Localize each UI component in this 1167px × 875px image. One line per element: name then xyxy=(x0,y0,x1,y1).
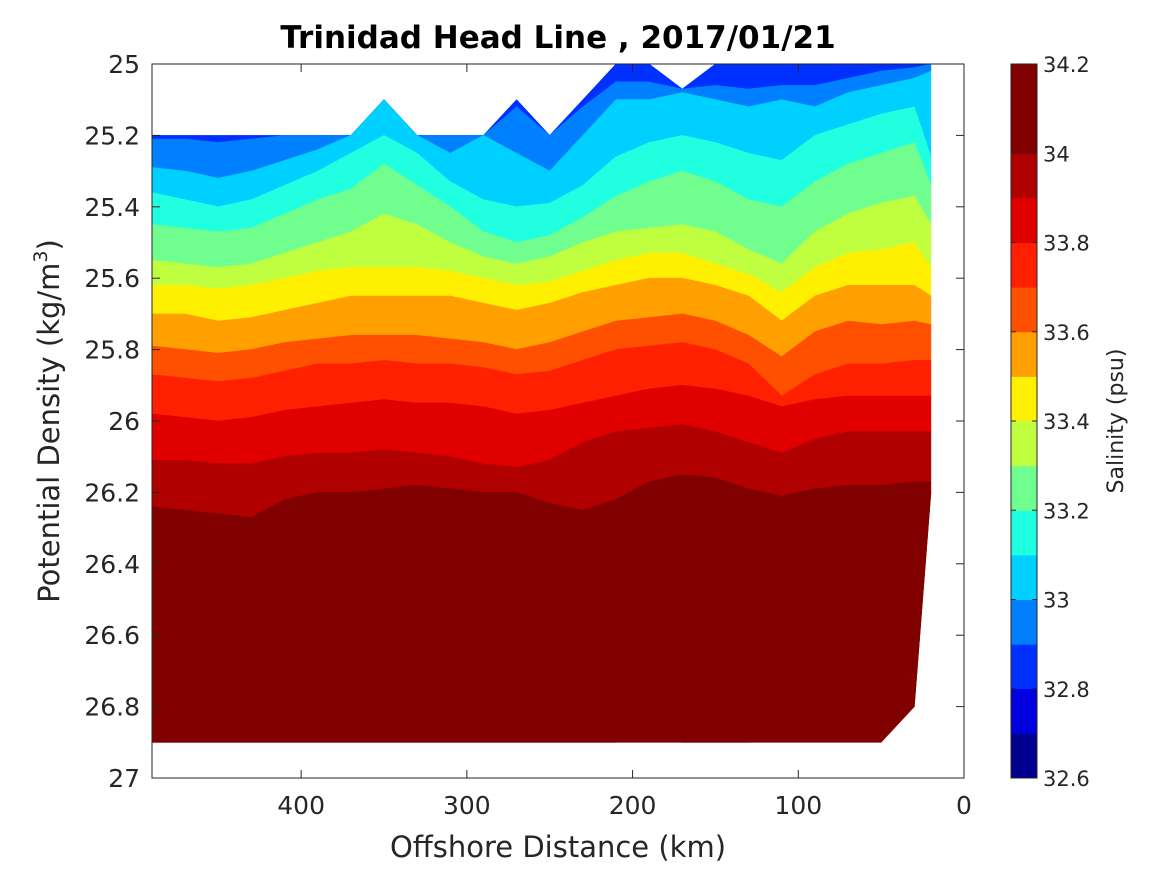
y-tick-label: 25 xyxy=(108,50,140,79)
y-axis: 25 25.2 25.4 25.6 25.8 26 26.2 26.4 26.6 26.8 27 xyxy=(84,50,964,793)
y-tick-label: 27 xyxy=(108,764,140,793)
x-tick-label: 200 xyxy=(609,791,657,820)
colorbar-tick-label: 34.2 xyxy=(1043,53,1090,77)
colorbar-tick-label: 32.8 xyxy=(1043,678,1090,702)
colorbar-tick-label: 32.6 xyxy=(1043,767,1090,791)
x-tick-label: 0 xyxy=(956,791,972,820)
colorbar-swatch xyxy=(1011,599,1037,645)
colorbar-tick-label: 33.6 xyxy=(1043,321,1090,345)
x-tick-label: 100 xyxy=(774,791,822,820)
colorbar-tick-label: 33.8 xyxy=(1043,232,1090,256)
colorbar-ticks: 32.6 32.8 33 33.2 33.4 33.6 33.8 34 34.2 xyxy=(1011,53,1090,791)
colorbar-swatch xyxy=(1011,64,1037,110)
colorbar-swatch xyxy=(1011,465,1037,511)
colorbar-swatch xyxy=(1011,644,1037,690)
y-axis-label-main: Potential Density (kg/m xyxy=(32,263,66,603)
x-tick-label: 400 xyxy=(277,791,325,820)
colorbar-swatch xyxy=(1011,376,1037,422)
colorbar-swatch xyxy=(1011,153,1037,199)
y-tick-label: 26.4 xyxy=(84,550,140,579)
y-tick-label: 25.2 xyxy=(84,121,140,150)
y-tick-label: 25.6 xyxy=(84,264,140,293)
y-tick-label: 25.8 xyxy=(84,336,140,365)
colorbar-swatch xyxy=(1011,331,1037,377)
x-tick-label: 300 xyxy=(443,791,491,820)
x-axis-label: Offshore Distance (km) xyxy=(390,830,726,864)
contour-band-max xyxy=(152,492,932,743)
colorbar xyxy=(1011,64,1037,779)
colorbar-tick-label: 33.4 xyxy=(1043,410,1090,434)
colorbar-swatch xyxy=(1011,108,1037,154)
colorbar-swatch xyxy=(1011,554,1037,600)
y-tick-label: 26 xyxy=(108,407,140,436)
y-axis-label-superscript: 3 xyxy=(30,250,52,262)
colorbar-swatch xyxy=(1011,197,1037,243)
colorbar-swatch xyxy=(1011,242,1037,288)
y-tick-label: 25.4 xyxy=(84,193,140,222)
chart-title: Trinidad Head Line , 2017/01/21 xyxy=(280,20,835,56)
colorbar-label: Salinity (psu) xyxy=(1104,349,1129,494)
y-tick-label: 26.2 xyxy=(84,478,140,507)
y-axis-label: Potential Density (kg/m3) xyxy=(30,239,66,603)
y-tick-label: 26.6 xyxy=(84,621,140,650)
colorbar-swatch xyxy=(1011,688,1037,734)
colorbar-tick-label: 34 xyxy=(1043,142,1070,166)
colorbar-swatch xyxy=(1011,733,1037,779)
y-tick-label: 26.8 xyxy=(84,693,140,722)
contour-layer xyxy=(152,64,932,743)
colorbar-swatch xyxy=(1011,421,1037,467)
x-axis: 400 300 200 100 0 xyxy=(277,64,972,820)
colorbar-tick-label: 33 xyxy=(1043,589,1070,613)
colorbar-tick-label: 33.2 xyxy=(1043,499,1090,523)
colorbar-swatch xyxy=(1011,287,1037,333)
colorbar-swatch xyxy=(1011,510,1037,556)
y-axis-label-close: ) xyxy=(32,239,66,250)
